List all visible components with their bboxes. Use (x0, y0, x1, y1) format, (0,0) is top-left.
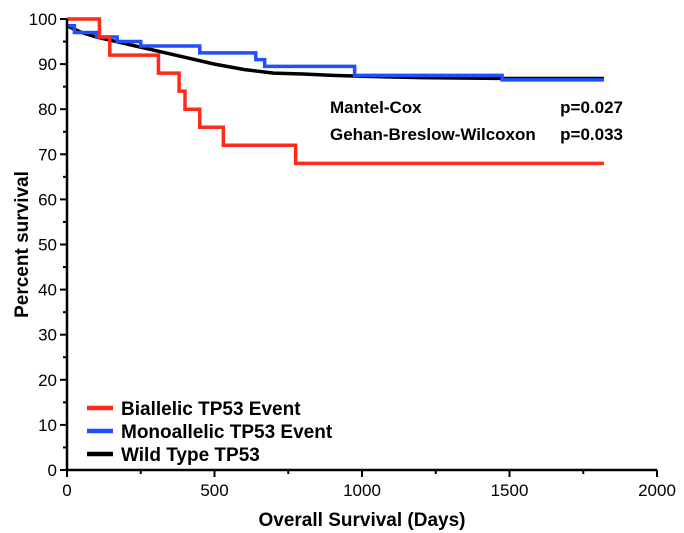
y-tick-label: 20 (38, 371, 57, 390)
x-tick-label: 2000 (638, 481, 676, 500)
x-axis-title: Overall Survival (Days) (259, 510, 466, 531)
y-tick-label: 100 (29, 10, 57, 29)
x-tick-label: 1000 (343, 481, 381, 500)
x-tick-label: 500 (200, 481, 228, 500)
y-tick-label: 50 (38, 236, 57, 255)
x-axis-ticks: 0 500 1000 1500 2000 (62, 470, 676, 500)
y-tick-label: 0 (48, 461, 57, 480)
series-layer (66, 17, 604, 166)
y-tick-label: 10 (38, 416, 57, 435)
legend-item-biallelic: Biallelic TP53 Event (87, 399, 301, 420)
x-tick-label: 0 (62, 481, 71, 500)
y-axis-ticks: 0 10 20 30 40 50 60 70 80 90 100 (29, 10, 67, 480)
legend-label: Monoallelic TP53 Event (121, 422, 333, 443)
series-monoallelic-line (67, 24, 604, 82)
series-biallelic-line (67, 17, 604, 166)
legend-item-wild-type: Wild Type TP53 (87, 445, 260, 466)
y-tick-label: 80 (38, 100, 57, 119)
y-tick-label: 70 (38, 145, 57, 164)
annotation-mantel-cox-value: p=0.027 (560, 98, 623, 117)
x-tick-label: 1500 (491, 481, 529, 500)
annotation-mantel-cox-label: Mantel-Cox (330, 98, 422, 117)
legend-label: Wild Type TP53 (121, 445, 260, 466)
y-tick-label: 90 (38, 55, 57, 74)
series-wild-type-line (66, 24, 604, 81)
y-axis-title: Percent survival (12, 171, 33, 318)
y-tick-label: 40 (38, 281, 57, 300)
y-tick-label: 30 (38, 326, 57, 345)
legend-label: Biallelic TP53 Event (121, 399, 301, 420)
stat-annotations: Mantel-Cox p=0.027 Gehan-Breslow-Wilcoxo… (330, 98, 623, 144)
annotation-gehan-label: Gehan-Breslow-Wilcoxon (330, 125, 536, 144)
y-tick-label: 60 (38, 190, 57, 209)
annotation-gehan-value: p=0.033 (560, 125, 623, 144)
legend-item-monoallelic: Monoallelic TP53 Event (87, 422, 333, 443)
